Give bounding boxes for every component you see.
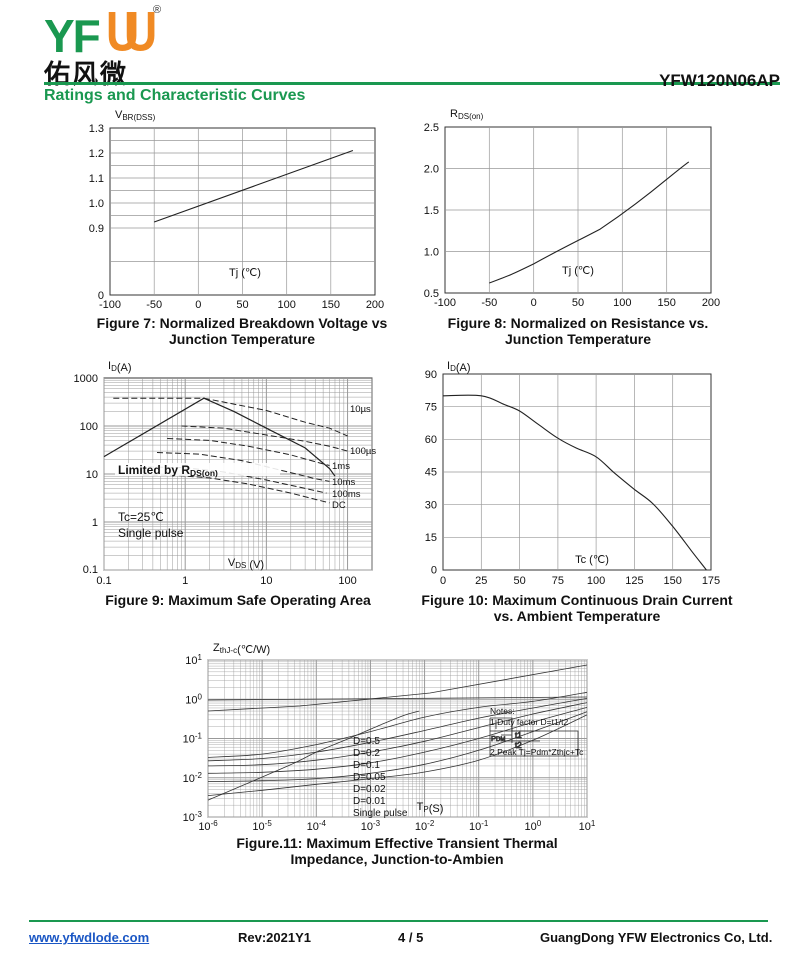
svg-text:50: 50 xyxy=(513,575,525,587)
svg-text:10-4: 10-4 xyxy=(307,819,327,833)
svg-text:D=0.5: D=0.5 xyxy=(353,736,380,747)
svg-text:VBR(DSS): VBR(DSS) xyxy=(115,109,156,122)
svg-text:10-3: 10-3 xyxy=(361,819,381,833)
svg-text:-100: -100 xyxy=(434,297,456,309)
svg-text:0: 0 xyxy=(531,297,537,309)
svg-text:30: 30 xyxy=(425,499,437,511)
svg-text:101: 101 xyxy=(185,653,202,667)
svg-text:1.1: 1.1 xyxy=(89,173,104,185)
svg-text:2.Peak Tj=Pdm*Zthjc+Tc: 2.Peak Tj=Pdm*Zthjc+Tc xyxy=(490,747,584,757)
svg-text:100: 100 xyxy=(525,819,542,833)
svg-text:D=0.1: D=0.1 xyxy=(353,760,380,771)
svg-text:100: 100 xyxy=(80,421,98,433)
svg-text:vs. Ambient Temperature: vs. Ambient Temperature xyxy=(494,608,661,624)
svg-text:100ms: 100ms xyxy=(332,489,361,500)
svg-text:100: 100 xyxy=(278,299,296,311)
svg-text:1: 1 xyxy=(182,575,188,587)
svg-text:ZthJ-c(℃/W): ZthJ-c(℃/W) xyxy=(213,642,270,656)
svg-text:200: 200 xyxy=(702,297,720,309)
svg-text:D=0.2: D=0.2 xyxy=(353,748,380,759)
svg-text:Single pulse: Single pulse xyxy=(353,808,408,819)
svg-text:10µs: 10µs xyxy=(350,404,371,415)
svg-text:Figure 9: Maximum Safe Operati: Figure 9: Maximum Safe Operating Area xyxy=(105,592,371,608)
svg-text:Junction Temperature: Junction Temperature xyxy=(169,331,315,347)
svg-text:125: 125 xyxy=(625,575,643,587)
svg-text:Figure 7: Normalized Breakdown: Figure 7: Normalized Breakdown Voltage v… xyxy=(97,315,388,331)
svg-text:Figure.11: Maximum Effective T: Figure.11: Maximum Effective Transient T… xyxy=(236,835,557,851)
svg-text:DC: DC xyxy=(332,500,346,511)
svg-text:t1: t1 xyxy=(515,731,522,740)
svg-text:200: 200 xyxy=(366,299,384,311)
svg-text:Tj (℃): Tj (℃) xyxy=(562,265,594,277)
svg-text:1.3: 1.3 xyxy=(89,123,104,135)
svg-text:50: 50 xyxy=(236,299,248,311)
svg-text:1.Duty factor D=t1/t2: 1.Duty factor D=t1/t2 xyxy=(490,717,568,727)
svg-text:100: 100 xyxy=(338,575,356,587)
svg-text:100: 100 xyxy=(587,575,605,587)
svg-text:2.5: 2.5 xyxy=(424,122,439,134)
svg-text:75: 75 xyxy=(552,575,564,587)
svg-text:1: 1 xyxy=(92,517,98,529)
svg-text:50: 50 xyxy=(572,297,584,309)
svg-text:175: 175 xyxy=(702,575,720,587)
svg-text:150: 150 xyxy=(664,575,682,587)
svg-text:0.1: 0.1 xyxy=(96,575,111,587)
svg-text:101: 101 xyxy=(579,819,596,833)
svg-text:15: 15 xyxy=(425,532,437,544)
svg-text:Tc (℃): Tc (℃) xyxy=(575,554,609,566)
svg-text:1.5: 1.5 xyxy=(424,205,439,217)
svg-text:10: 10 xyxy=(86,469,98,481)
svg-text:60: 60 xyxy=(425,434,437,446)
svg-text:1.0: 1.0 xyxy=(89,198,104,210)
svg-text:ID(A): ID(A) xyxy=(108,360,132,374)
svg-text:0: 0 xyxy=(195,299,201,311)
svg-text:10ms: 10ms xyxy=(332,477,355,488)
svg-text:10-6: 10-6 xyxy=(198,819,218,833)
svg-text:Single pulse: Single pulse xyxy=(118,526,184,540)
svg-text:1ms: 1ms xyxy=(332,461,350,472)
svg-text:2.0: 2.0 xyxy=(424,164,439,176)
svg-text:VDS (V): VDS (V) xyxy=(228,557,264,571)
svg-text:90: 90 xyxy=(425,369,437,381)
svg-text:Figure 10: Maximum Continuous: Figure 10: Maximum Continuous Drain Curr… xyxy=(421,592,732,608)
svg-text:75: 75 xyxy=(425,402,437,414)
svg-text:1.2: 1.2 xyxy=(89,148,104,160)
svg-text:10-2: 10-2 xyxy=(415,819,435,833)
svg-text:0: 0 xyxy=(431,565,437,577)
svg-text:0.9: 0.9 xyxy=(89,223,104,235)
svg-text:Figure 8: Normalized on Resist: Figure 8: Normalized on Resistance vs. xyxy=(448,315,709,331)
svg-text:1000: 1000 xyxy=(74,373,98,385)
svg-text:Notes:: Notes: xyxy=(490,706,515,716)
svg-text:-100: -100 xyxy=(99,299,121,311)
svg-text:ID(A): ID(A) xyxy=(447,360,471,374)
svg-text:100: 100 xyxy=(613,297,631,309)
svg-text:D=0.02: D=0.02 xyxy=(353,784,386,795)
svg-text:45: 45 xyxy=(425,467,437,479)
svg-text:25: 25 xyxy=(475,575,487,587)
svg-text:0: 0 xyxy=(440,575,446,587)
svg-text:TP(S): TP(S) xyxy=(417,801,444,815)
svg-text:10-1: 10-1 xyxy=(183,732,203,746)
svg-text:Junction Temperature: Junction Temperature xyxy=(505,331,651,347)
svg-text:150: 150 xyxy=(658,297,676,309)
svg-text:10-1: 10-1 xyxy=(469,819,489,833)
svg-text:Tj (℃): Tj (℃) xyxy=(229,267,261,279)
svg-text:Impedance, Junction-to-Ambien: Impedance, Junction-to-Ambien xyxy=(290,851,503,867)
svg-text:1.0: 1.0 xyxy=(424,247,439,259)
svg-text:Tc=25℃: Tc=25℃ xyxy=(118,510,164,524)
svg-text:-50: -50 xyxy=(481,297,497,309)
svg-text:100µs: 100µs xyxy=(350,446,376,457)
svg-text:RDS(on): RDS(on) xyxy=(450,108,484,121)
svg-text:10: 10 xyxy=(260,575,272,587)
svg-text:100: 100 xyxy=(185,692,202,706)
svg-text:10-2: 10-2 xyxy=(183,771,203,785)
svg-text:10-5: 10-5 xyxy=(252,819,272,833)
svg-text:-50: -50 xyxy=(146,299,162,311)
svg-text:D=0.05: D=0.05 xyxy=(353,772,386,783)
svg-text:D=0.01: D=0.01 xyxy=(353,796,386,807)
svg-text:150: 150 xyxy=(322,299,340,311)
